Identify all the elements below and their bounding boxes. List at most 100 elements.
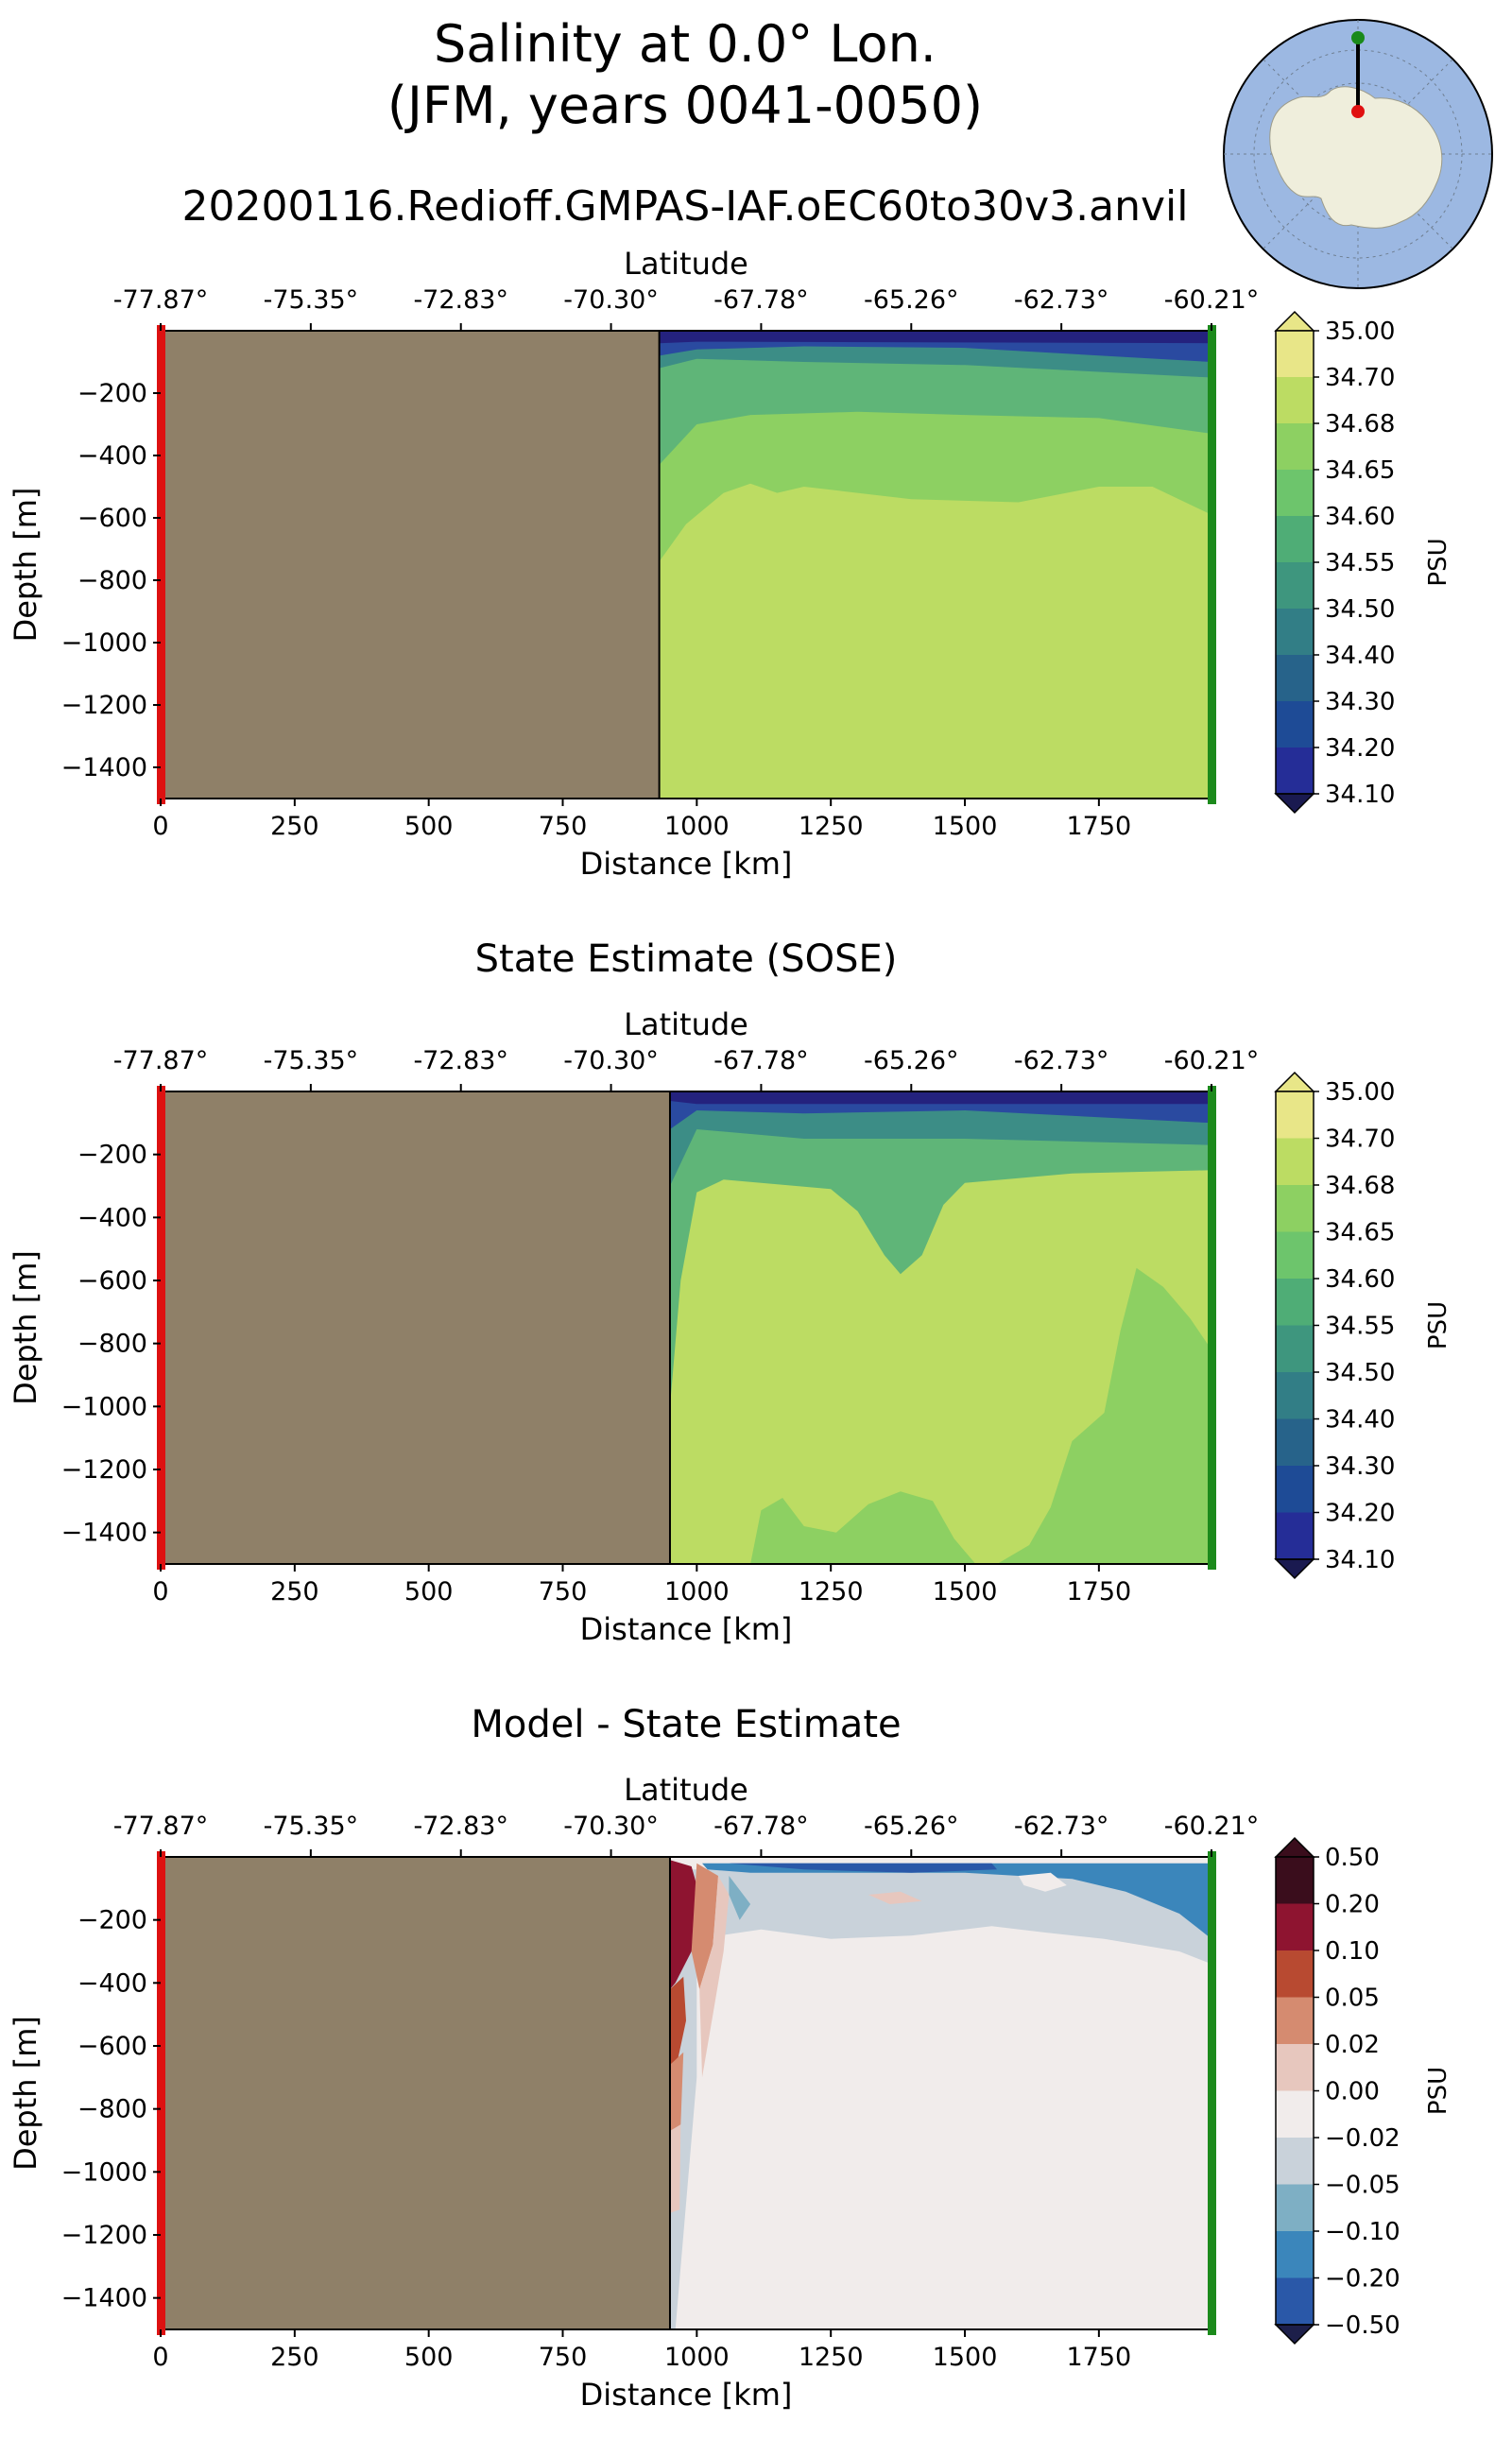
y-tick-label: −200 [77, 1141, 147, 1170]
x-tick-label: 1500 [933, 2343, 998, 2372]
x-axis-label: Distance [km] [580, 2377, 793, 2413]
figure-title-line1: Salinity at 0.0° Lon. [434, 14, 936, 74]
x-tick-label: 1750 [1066, 812, 1131, 841]
colorbar-segment [1276, 1372, 1314, 1419]
contour-patch-1 [670, 1860, 702, 1989]
difference-panel: Model - State Estimate 0 250 500 750 1000 1250… [8, 1703, 1452, 2413]
x-tick-label: 0 [152, 2343, 168, 2372]
colorbar-tick-label: 0.02 [1325, 2031, 1380, 2059]
colorbar-tick-label: 34.68 [1325, 410, 1395, 438]
section-end-bar [1208, 1086, 1216, 1570]
panel-title: Model - State Estimate [471, 1703, 901, 1746]
top-tick-label: -70.30° [563, 1812, 659, 1841]
colorbar-segment [1276, 516, 1314, 563]
colorbar-tick-label: −0.05 [1325, 2172, 1400, 2200]
y-tick-label: −600 [77, 2032, 147, 2061]
colorbar-tick-label: 34.55 [1325, 1313, 1395, 1341]
panel-title: State Estimate (SOSE) [475, 937, 898, 981]
y-tick-label: −1000 [61, 2157, 147, 2187]
section-start-bar [157, 1851, 165, 2335]
y-tick-label: −200 [77, 379, 147, 408]
colorbar-segment [1276, 1997, 1314, 2045]
contour-patch-7 [702, 1863, 1211, 1939]
y-tick-label: −400 [77, 1203, 147, 1232]
colorbar-extend-bottom [1274, 2324, 1315, 2345]
plot-area [161, 1091, 1211, 1564]
top-tick-label: -62.73° [1014, 1812, 1109, 1841]
top-tick-label: -65.26° [864, 285, 959, 315]
top-tick-label: -72.83° [413, 1812, 508, 1841]
y-axis-label: Depth [m] [8, 488, 43, 643]
colorbar-label: PSU [1424, 1301, 1452, 1349]
x-tick-label: 0 [152, 812, 168, 841]
contour-patch-5 [691, 1863, 718, 1989]
colorbar-segment [1276, 2231, 1314, 2278]
colorbar-segment [1276, 331, 1314, 378]
colorbar-tick-label: 34.20 [1325, 734, 1395, 763]
top-tick-label: -60.21° [1164, 285, 1260, 315]
contour-patch-8 [729, 1876, 751, 1920]
section-start-bar [157, 1086, 165, 1570]
colorbar-tick-label: 34.40 [1325, 1406, 1395, 1435]
colorbar-segment [1276, 1466, 1314, 1513]
colorbar-tick-label: 34.10 [1325, 781, 1395, 809]
colorbar-segment [1276, 562, 1314, 610]
model-salinity-panel: 0 250 500 750 1000 1250 1500 1750 Distance [km] -… [8, 246, 1452, 882]
colorbar-segment [1276, 701, 1314, 748]
colorbar-tick-label: 0.05 [1325, 1984, 1380, 2013]
colorbar-segment [1276, 747, 1314, 795]
colorbar-tick-label: −0.50 [1325, 2311, 1400, 2340]
top-tick-label: -72.83° [413, 1046, 508, 1075]
y-tick-label: −200 [77, 1906, 147, 1935]
y-tick-label: −1200 [61, 1455, 147, 1485]
top-tick-label: -60.21° [1164, 1812, 1260, 1841]
y-tick-label: −600 [77, 504, 147, 533]
colorbar-tick-label: 34.50 [1325, 595, 1395, 624]
top-tick-label: -77.87° [113, 1812, 209, 1841]
colorbar-segment [1276, 2138, 1314, 2185]
colorbar-tick-label: 34.20 [1325, 1500, 1395, 1528]
colorbar-extend-bottom [1274, 1558, 1315, 1580]
y-tick-label: −600 [77, 1266, 147, 1296]
top-tick-label: -70.30° [563, 285, 659, 315]
x-tick-label: 750 [539, 1577, 588, 1606]
colorbar-tick-label: −0.02 [1325, 2124, 1400, 2153]
colorbar-tick-label: 34.60 [1325, 1265, 1395, 1294]
figure-title-line2: (JFM, years 0041-0050) [387, 76, 983, 135]
top-tick-label: -60.21° [1164, 1046, 1260, 1075]
colorbar-segment [1276, 1091, 1314, 1139]
y-tick-label: −1000 [61, 1392, 147, 1421]
plot-area [161, 331, 1211, 799]
contour-patch-0 [750, 1491, 976, 1564]
colorbar-extend-top [1274, 1836, 1315, 1858]
colorbar-segment [1276, 1279, 1314, 1326]
colorbar-label: PSU [1424, 2067, 1452, 2115]
land-mask [161, 331, 660, 799]
top-tick-label: -75.35° [264, 1046, 359, 1075]
sose-salinity-panel: State Estimate (SOSE) 0 250 500 750 1000 1250 1… [8, 937, 1452, 1647]
top-tick-label: -75.35° [264, 1812, 359, 1841]
colorbar-segment [1276, 609, 1314, 656]
contour-patch-2 [670, 1976, 686, 2065]
colorbar-segment [1276, 377, 1314, 424]
colorbar-segment [1276, 2184, 1314, 2232]
colorbar-segment [1276, 655, 1314, 702]
colorbar-segment [1276, 1325, 1314, 1373]
x-tick-label: 500 [404, 812, 454, 841]
x-tick-label: 1000 [664, 2343, 730, 2372]
colorbar-tick-label: 34.70 [1325, 364, 1395, 392]
inset-map [1223, 19, 1493, 289]
colorbar-tick-label: 34.65 [1325, 1219, 1395, 1247]
colorbar-tick-label: 34.55 [1325, 549, 1395, 577]
contour-patch-10 [868, 1891, 922, 1904]
colorbar-tick-label: −0.10 [1325, 2218, 1400, 2246]
x-tick-label: 1500 [933, 1577, 998, 1606]
top-tick-label: -77.87° [113, 285, 209, 315]
colorbar-tick-label: 35.00 [1325, 318, 1395, 346]
x-tick-label: 0 [152, 1577, 168, 1606]
colorbar-segment [1276, 1950, 1314, 1998]
y-tick-label: −1400 [61, 753, 147, 782]
contour-patch-0 [675, 1926, 1211, 2329]
x-tick-label: 1000 [664, 1577, 730, 1606]
colorbar-tick-label: 34.70 [1325, 1125, 1395, 1154]
